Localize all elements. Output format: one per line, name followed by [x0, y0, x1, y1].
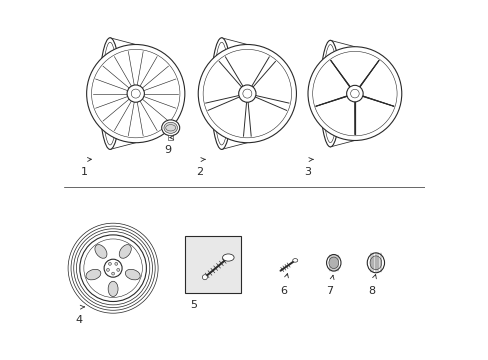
Ellipse shape — [328, 257, 338, 269]
Circle shape — [80, 235, 146, 302]
Circle shape — [202, 275, 207, 280]
FancyBboxPatch shape — [168, 135, 173, 140]
Circle shape — [91, 49, 180, 138]
Ellipse shape — [163, 122, 177, 133]
Circle shape — [312, 51, 396, 136]
Circle shape — [111, 272, 114, 275]
Ellipse shape — [86, 269, 101, 280]
Circle shape — [117, 269, 120, 271]
Circle shape — [243, 89, 251, 98]
Circle shape — [238, 85, 256, 102]
Circle shape — [350, 89, 359, 98]
Text: 8: 8 — [367, 286, 374, 296]
Circle shape — [106, 269, 109, 271]
Circle shape — [86, 45, 184, 143]
Circle shape — [127, 85, 144, 102]
Text: 2: 2 — [196, 167, 203, 177]
Text: 1: 1 — [81, 167, 88, 177]
FancyBboxPatch shape — [185, 236, 241, 293]
Circle shape — [115, 262, 118, 265]
Circle shape — [104, 259, 122, 277]
Text: 7: 7 — [325, 286, 332, 296]
Ellipse shape — [108, 281, 118, 297]
Ellipse shape — [162, 120, 179, 136]
Text: 6: 6 — [279, 286, 286, 296]
Ellipse shape — [119, 244, 131, 258]
Ellipse shape — [214, 42, 229, 145]
Text: 9: 9 — [164, 145, 171, 156]
Text: 4: 4 — [75, 315, 82, 325]
Text: 3: 3 — [304, 167, 310, 177]
Ellipse shape — [323, 45, 337, 143]
Ellipse shape — [125, 269, 140, 280]
Ellipse shape — [165, 125, 175, 131]
Circle shape — [108, 262, 111, 265]
Circle shape — [203, 49, 291, 138]
Text: 5: 5 — [189, 300, 197, 310]
Ellipse shape — [102, 42, 118, 145]
Circle shape — [74, 229, 152, 307]
Ellipse shape — [95, 244, 107, 258]
Ellipse shape — [99, 38, 121, 149]
Circle shape — [68, 223, 158, 313]
Ellipse shape — [292, 258, 297, 262]
Circle shape — [71, 226, 155, 310]
Ellipse shape — [320, 40, 340, 147]
Ellipse shape — [366, 253, 384, 273]
Circle shape — [198, 45, 296, 143]
Circle shape — [83, 239, 142, 297]
Ellipse shape — [369, 256, 381, 270]
Ellipse shape — [211, 38, 232, 149]
Circle shape — [307, 47, 401, 140]
Circle shape — [131, 89, 140, 98]
Ellipse shape — [326, 255, 340, 271]
Circle shape — [346, 85, 363, 102]
Circle shape — [76, 231, 149, 305]
Ellipse shape — [222, 254, 234, 261]
